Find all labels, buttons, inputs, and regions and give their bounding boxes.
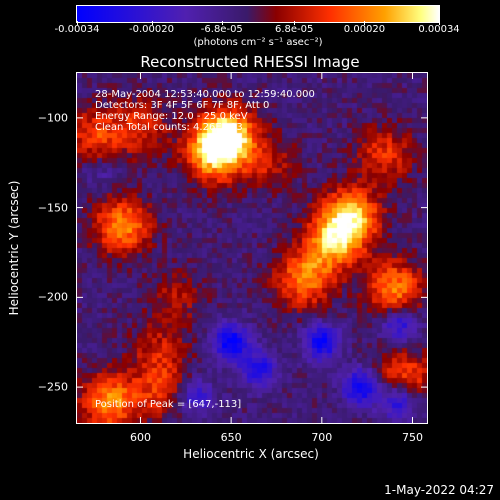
colorbar-tick-label: -6.8e-05 <box>200 24 243 35</box>
colorbar-tick <box>77 21 78 25</box>
colorbar-tick <box>151 21 153 25</box>
annotation-time: 28-May-2004 12:53:40.000 to 12:59:40.000 <box>95 89 315 100</box>
footer-timestamp: 1-May-2022 04:27 <box>384 483 494 497</box>
x-tick-label: 700 <box>311 431 333 444</box>
annotation-energy: Energy Range: 12.0 - 25.0 keV <box>95 111 248 122</box>
colorbar-tick <box>364 21 366 25</box>
axis-ticks <box>77 73 427 423</box>
plot-area: 28-May-2004 12:53:40.000 to 12:59:40.000… <box>76 72 428 424</box>
annotation-counts: Clean Total counts: 4.26E+03 <box>95 122 243 133</box>
colorbar-tick-label: 6.8e-05 <box>274 24 314 35</box>
y-tick-label: −250 <box>37 380 68 394</box>
x-tick-label: 750 <box>401 431 423 444</box>
y-tick-label: −150 <box>37 201 68 215</box>
colorbar <box>76 5 440 23</box>
colorbar-tick <box>439 21 440 25</box>
y-axis-label: Heliocentric Y (arcsec) <box>7 180 21 316</box>
colorbar-tick <box>221 21 223 25</box>
x-tick-label: 600 <box>129 431 151 444</box>
y-tick-label: −200 <box>37 290 68 304</box>
heatmap-image <box>77 73 427 423</box>
annotation-detectors: Detectors: 3F 4F 5F 6F 7F 8F, Att 0 <box>95 100 270 111</box>
y-tick-label: −100 <box>37 111 68 125</box>
x-tick-label: 650 <box>220 431 242 444</box>
colorbar-gradient <box>77 6 439 22</box>
peak-position-label: Position of Peak = [647,-113] <box>95 399 242 410</box>
colorbar-tick-label: 0.00020 <box>343 24 386 35</box>
colorbar-tick-label: 0.00034 <box>418 24 460 35</box>
colorbar-tick-label: -0.00034 <box>54 24 100 35</box>
colorbar-tick <box>294 21 296 25</box>
x-axis-label: Heliocentric X (arcsec) <box>183 447 319 461</box>
chart-title: Reconstructed RHESSI Image <box>140 53 360 71</box>
colorbar-unit-label: (photons cm⁻² s⁻¹ asec⁻²) <box>193 37 323 48</box>
colorbar-tick-label: -0.00020 <box>129 24 174 35</box>
